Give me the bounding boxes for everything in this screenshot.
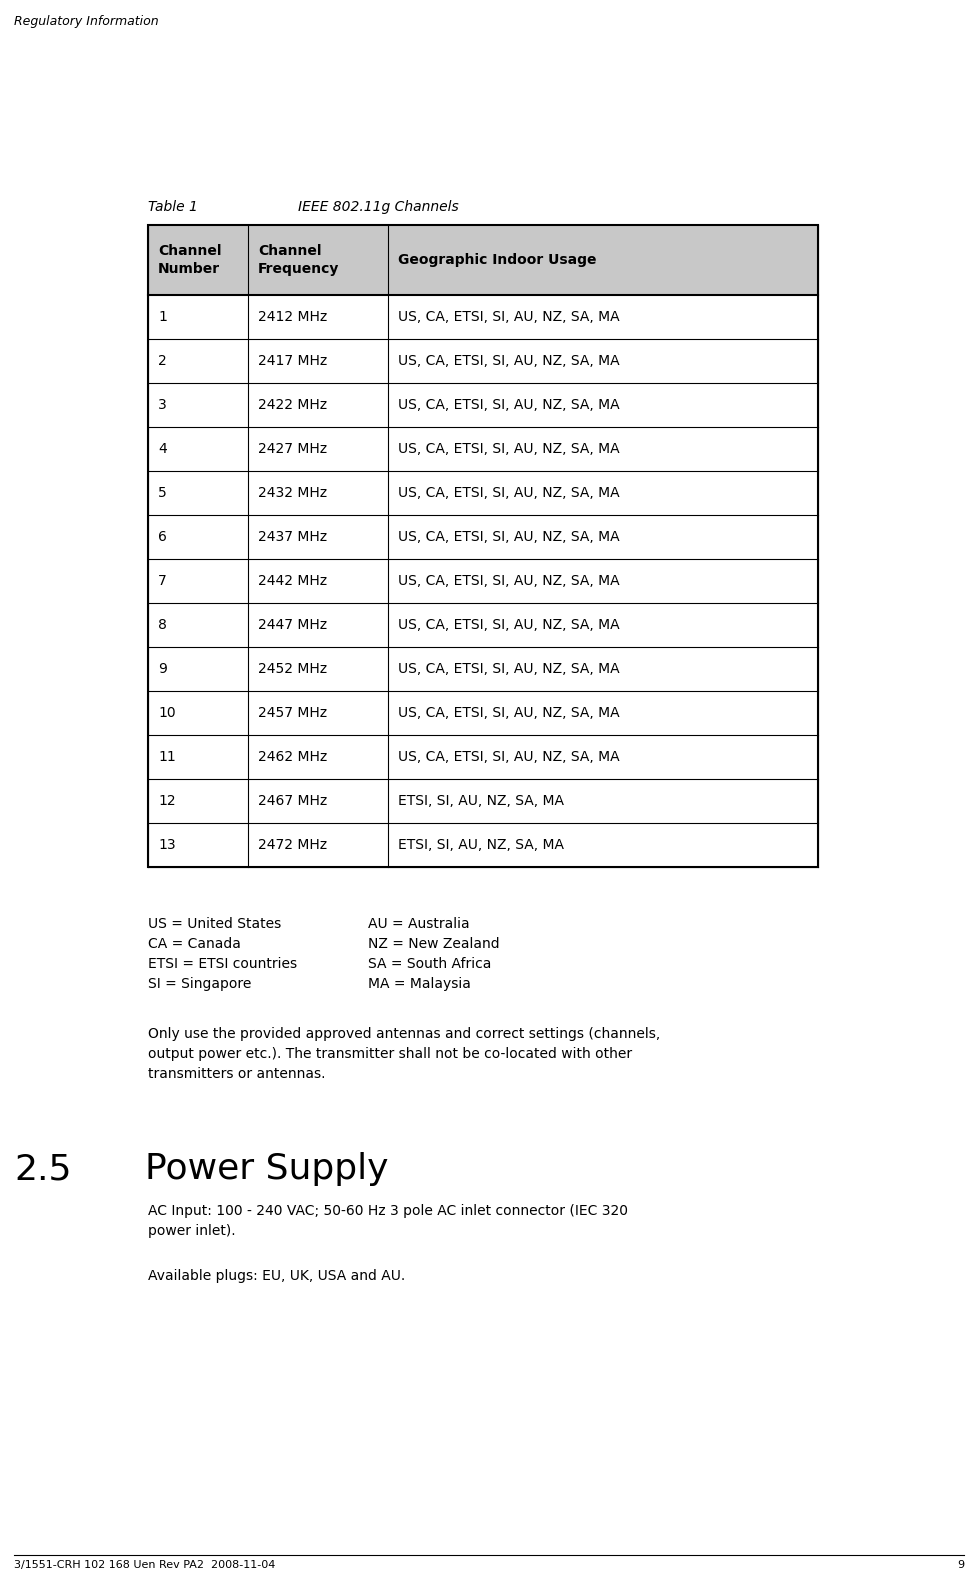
Text: 12: 12: [158, 793, 176, 807]
Text: US, CA, ETSI, SI, AU, NZ, SA, MA: US, CA, ETSI, SI, AU, NZ, SA, MA: [398, 442, 619, 456]
Text: 5: 5: [158, 486, 167, 501]
Text: US, CA, ETSI, SI, AU, NZ, SA, MA: US, CA, ETSI, SI, AU, NZ, SA, MA: [398, 486, 619, 501]
Text: US, CA, ETSI, SI, AU, NZ, SA, MA: US, CA, ETSI, SI, AU, NZ, SA, MA: [398, 619, 619, 633]
Text: 2457 MHz: 2457 MHz: [258, 707, 326, 719]
Text: 2467 MHz: 2467 MHz: [258, 793, 327, 807]
Text: 2442 MHz: 2442 MHz: [258, 575, 326, 589]
Text: US = United States: US = United States: [148, 918, 281, 930]
Text: 2437 MHz: 2437 MHz: [258, 530, 326, 545]
Text: US, CA, ETSI, SI, AU, NZ, SA, MA: US, CA, ETSI, SI, AU, NZ, SA, MA: [398, 530, 619, 545]
Text: 2427 MHz: 2427 MHz: [258, 442, 326, 456]
Text: Available plugs: EU, UK, USA and AU.: Available plugs: EU, UK, USA and AU.: [148, 1269, 404, 1283]
Text: 2417 MHz: 2417 MHz: [258, 354, 327, 368]
Text: Table 1: Table 1: [148, 200, 197, 214]
Text: US, CA, ETSI, SI, AU, NZ, SA, MA: US, CA, ETSI, SI, AU, NZ, SA, MA: [398, 663, 619, 675]
Text: Channel
Number: Channel Number: [158, 244, 221, 275]
Text: Regulatory Information: Regulatory Information: [14, 16, 158, 28]
Text: 2412 MHz: 2412 MHz: [258, 310, 327, 324]
Text: US, CA, ETSI, SI, AU, NZ, SA, MA: US, CA, ETSI, SI, AU, NZ, SA, MA: [398, 354, 619, 368]
Text: 2.5: 2.5: [14, 1152, 71, 1185]
Text: CA = Canada: CA = Canada: [148, 937, 240, 951]
Text: 13: 13: [158, 837, 176, 852]
Text: US, CA, ETSI, SI, AU, NZ, SA, MA: US, CA, ETSI, SI, AU, NZ, SA, MA: [398, 398, 619, 412]
Text: SI = Singapore: SI = Singapore: [148, 977, 251, 992]
Text: 9: 9: [158, 663, 167, 675]
Text: 6: 6: [158, 530, 167, 545]
Text: 2447 MHz: 2447 MHz: [258, 619, 326, 633]
Text: AU = Australia: AU = Australia: [367, 918, 469, 930]
Text: 2432 MHz: 2432 MHz: [258, 486, 326, 501]
Text: Power Supply: Power Supply: [145, 1152, 388, 1185]
Text: 2452 MHz: 2452 MHz: [258, 663, 326, 675]
Bar: [148, 225, 817, 867]
Text: 2462 MHz: 2462 MHz: [258, 749, 327, 763]
Text: 4: 4: [158, 442, 167, 456]
Text: ETSI, SI, AU, NZ, SA, MA: ETSI, SI, AU, NZ, SA, MA: [398, 793, 564, 807]
Bar: [148, 225, 817, 294]
Text: 11: 11: [158, 749, 176, 763]
Text: AC Input: 100 - 240 VAC; 50-60 Hz 3 pole AC inlet connector (IEC 320: AC Input: 100 - 240 VAC; 50-60 Hz 3 pole…: [148, 1204, 627, 1218]
Text: US, CA, ETSI, SI, AU, NZ, SA, MA: US, CA, ETSI, SI, AU, NZ, SA, MA: [398, 707, 619, 719]
Text: 3/1551-CRH 102 168 Uen Rev PA2  2008-11-04: 3/1551-CRH 102 168 Uen Rev PA2 2008-11-0…: [14, 1560, 276, 1569]
Text: Geographic Indoor Usage: Geographic Indoor Usage: [398, 253, 596, 268]
Text: 9: 9: [956, 1560, 963, 1569]
Text: Channel
Frequency: Channel Frequency: [258, 244, 339, 275]
Text: 2422 MHz: 2422 MHz: [258, 398, 326, 412]
Text: output power etc.). The transmitter shall not be co-located with other: output power etc.). The transmitter shal…: [148, 1047, 631, 1061]
Text: IEEE 802.11g Channels: IEEE 802.11g Channels: [298, 200, 458, 214]
Text: power inlet).: power inlet).: [148, 1225, 235, 1239]
Text: MA = Malaysia: MA = Malaysia: [367, 977, 470, 992]
Text: US, CA, ETSI, SI, AU, NZ, SA, MA: US, CA, ETSI, SI, AU, NZ, SA, MA: [398, 749, 619, 763]
Text: NZ = New Zealand: NZ = New Zealand: [367, 937, 499, 951]
Text: SA = South Africa: SA = South Africa: [367, 957, 490, 971]
Text: 1: 1: [158, 310, 167, 324]
Text: Only use the provided approved antennas and correct settings (channels,: Only use the provided approved antennas …: [148, 1026, 659, 1040]
Text: 2: 2: [158, 354, 167, 368]
Text: 8: 8: [158, 619, 167, 633]
Text: ETSI, SI, AU, NZ, SA, MA: ETSI, SI, AU, NZ, SA, MA: [398, 837, 564, 852]
Text: 2472 MHz: 2472 MHz: [258, 837, 326, 852]
Text: transmitters or antennas.: transmitters or antennas.: [148, 1067, 325, 1081]
Text: US, CA, ETSI, SI, AU, NZ, SA, MA: US, CA, ETSI, SI, AU, NZ, SA, MA: [398, 575, 619, 589]
Text: US, CA, ETSI, SI, AU, NZ, SA, MA: US, CA, ETSI, SI, AU, NZ, SA, MA: [398, 310, 619, 324]
Text: 10: 10: [158, 707, 176, 719]
Text: ETSI = ETSI countries: ETSI = ETSI countries: [148, 957, 297, 971]
Text: 7: 7: [158, 575, 167, 589]
Text: 3: 3: [158, 398, 167, 412]
